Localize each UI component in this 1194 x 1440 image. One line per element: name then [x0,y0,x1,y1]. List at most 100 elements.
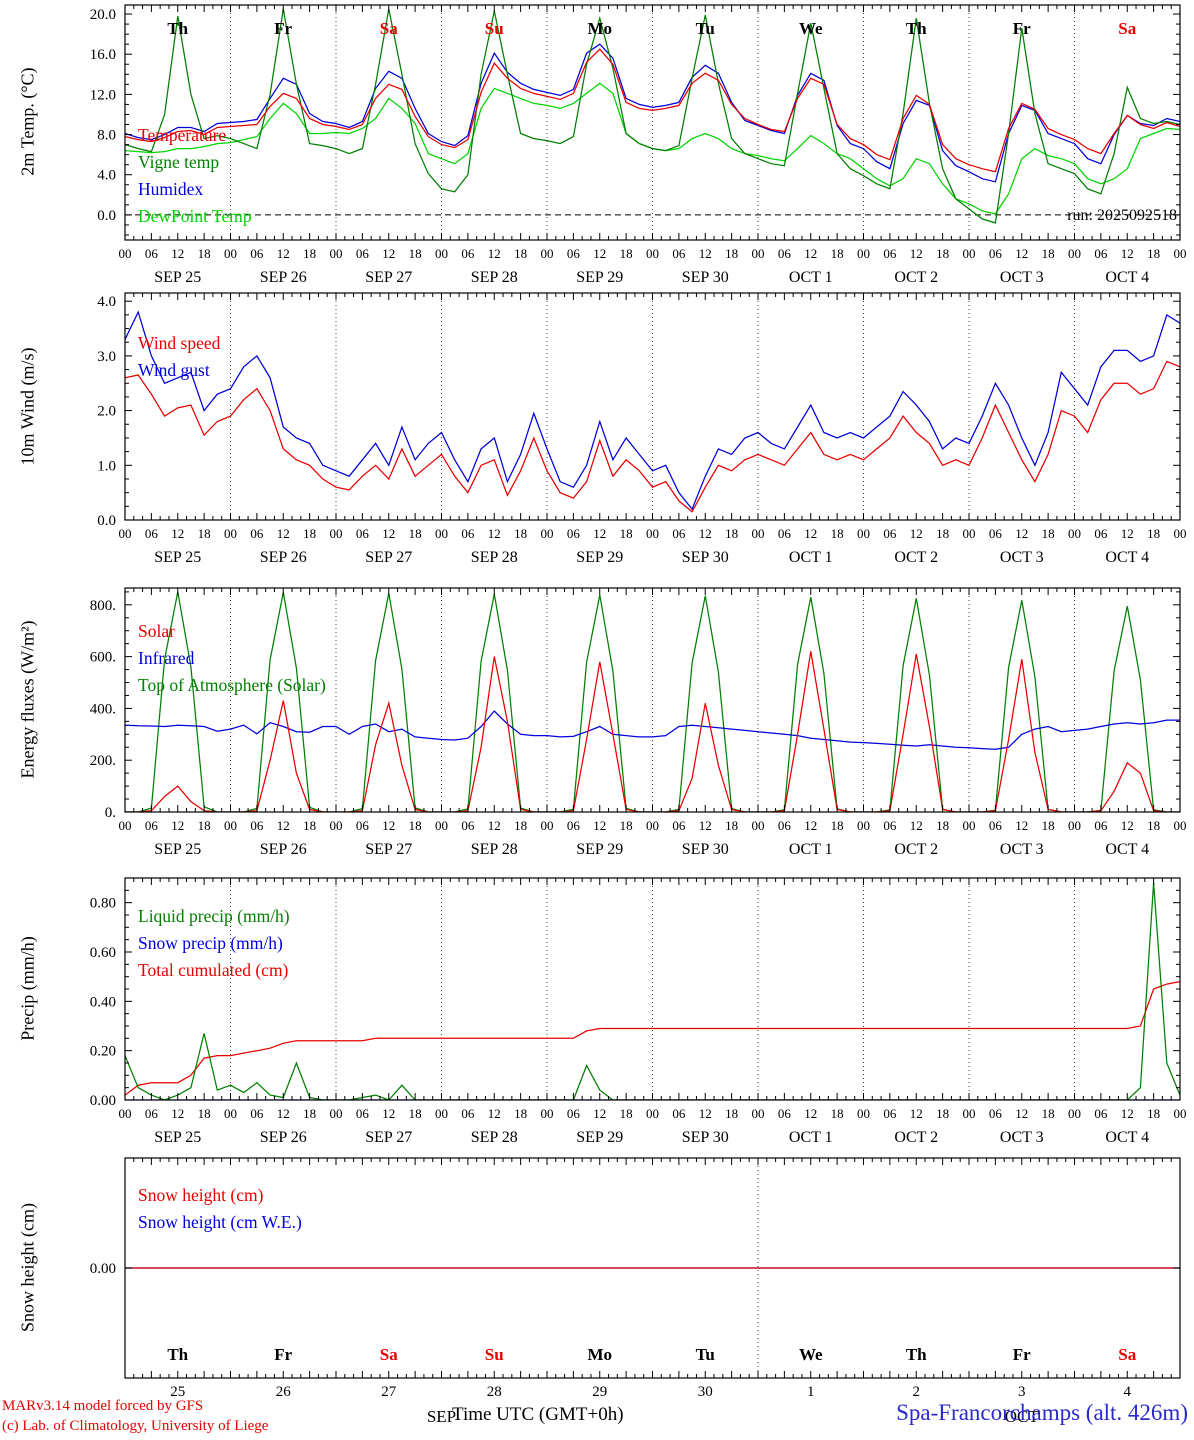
x-hour-label: 12 [593,818,606,833]
x-hour-label: 00 [752,246,765,261]
x-hour-label: 12 [593,526,606,541]
credit-line-1: MARv3.14 model forced by GFS [2,1398,204,1414]
x-hour-label: 12 [382,818,395,833]
y-tick-label: 0.40 [90,994,116,1010]
series-solar [125,651,1180,812]
x-hour-label: 06 [672,526,686,541]
x-hour-label: 00 [963,1106,976,1121]
y-tick-label: 0.00 [90,1261,116,1277]
x-date-label: SEP 28 [471,841,518,858]
x-hour-label: 12 [382,1106,395,1121]
series-wind-speed [125,360,1180,513]
x-hour-label: 12 [1015,526,1028,541]
x-hour-label: 18 [198,526,211,541]
x-hour-label: 06 [461,246,475,261]
x-hour-label: 00 [646,246,659,261]
x-hour-label: 00 [646,1106,659,1121]
x-date-label: SEP 30 [682,549,729,566]
legend-label-infrared: Infrared [138,648,195,668]
x-date-label: SEP 29 [576,841,623,858]
x-date-label: SEP 28 [471,269,518,286]
x-hour-label: 06 [145,1106,159,1121]
day-of-week-label: Sa [380,19,398,38]
day-of-week-label: Fr [1013,1345,1031,1364]
x-date-label: SEP 25 [154,269,201,286]
x-hour-label: 12 [1121,1106,1134,1121]
x-hour-label: 00 [1068,526,1081,541]
y-tick-label: 12.0 [90,87,116,103]
x-hour-label: 12 [910,818,923,833]
x-hour-label: 00 [963,818,976,833]
day-of-week-label: Fr [1013,19,1031,38]
x-date-label: SEP 27 [365,1129,412,1146]
x-hour-label: 06 [672,818,686,833]
x-hour-label: 06 [356,818,370,833]
day-of-week-label: Tu [696,19,715,38]
x-hour-label: 18 [303,526,316,541]
legend-label-wind-speed: Wind speed [138,333,221,353]
day-number-label: 29 [592,1384,607,1400]
x-hour-label: 18 [198,246,211,261]
legend-label-total-cumulated: Total cumulated (cm) [138,960,289,980]
series-infrared [125,710,1180,750]
x-date-label: OCT 2 [894,269,938,286]
x-date-label: SEP 29 [576,1129,623,1146]
day-of-week-label: We [799,1345,823,1364]
x-hour-label: 00 [435,1106,448,1121]
x-date-label: SEP 26 [260,841,307,858]
legend-label-dewpoint-temp: DewPoint Temp [138,206,252,226]
x-hour-label: 12 [804,526,817,541]
series-wind-gust [125,310,1180,511]
x-hour-label: 00 [119,526,132,541]
legend-label-temperature: Temperature [138,125,227,145]
y-tick-label: 800. [90,598,116,614]
y-tick-label: 4.0 [97,168,116,184]
x-hour-label: 18 [620,818,633,833]
x-hour-label: 00 [435,818,448,833]
y-tick-label: 400. [90,701,116,717]
x-date-label: SEP 27 [365,549,412,566]
legend-label-snow-height-we: Snow height (cm W.E.) [138,1212,302,1232]
x-date-label: SEP 27 [365,269,412,286]
x-hour-label: 00 [330,818,343,833]
x-hour-label: 06 [989,1106,1003,1121]
x-hour-label: 18 [409,526,422,541]
y-tick-label: 200. [90,753,116,769]
x-date-label: OCT 3 [1000,1129,1044,1146]
x-hour-label: 18 [831,818,844,833]
x-hour-label: 06 [250,246,264,261]
x-hour-label: 12 [488,246,501,261]
x-hour-label: 00 [119,246,132,261]
x-hour-label: 06 [250,1106,264,1121]
x-hour-label: 18 [303,818,316,833]
x-hour-label: 18 [303,246,316,261]
x-date-label: SEP 30 [682,841,729,858]
legend-wind-panel: Wind speed Wind gust [138,330,220,384]
day-number-label: 1 [807,1384,815,1400]
x-hour-label: 06 [883,818,897,833]
x-hour-label: 18 [514,246,527,261]
legend-label-liquid-precip: Liquid precip (mm/h) [138,906,290,926]
x-hour-label: 18 [725,818,738,833]
x-hour-label: 18 [409,818,422,833]
x-hour-label: 12 [488,818,501,833]
x-hour-label: 18 [1147,818,1160,833]
x-hour-label: 00 [1068,246,1081,261]
x-hour-label: 00 [752,1106,765,1121]
x-hour-label: 18 [831,1106,844,1121]
x-hour-label: 18 [409,1106,422,1121]
x-hour-label: 00 [224,526,237,541]
y-tick-label: 8.0 [97,128,116,144]
x-hour-label: 06 [989,818,1003,833]
x-hour-label: 12 [699,1106,712,1121]
x-hour-label: 00 [646,526,659,541]
x-hour-label: 12 [910,1106,923,1121]
y-tick-label: 16.0 [90,47,116,63]
x-hour-label: 06 [567,246,581,261]
x-hour-label: 06 [989,246,1003,261]
x-hour-label: 18 [1147,526,1160,541]
run-label: run: 2025092518 [1067,207,1177,224]
x-hour-label: 06 [672,246,686,261]
x-date-label: OCT 3 [1000,269,1044,286]
